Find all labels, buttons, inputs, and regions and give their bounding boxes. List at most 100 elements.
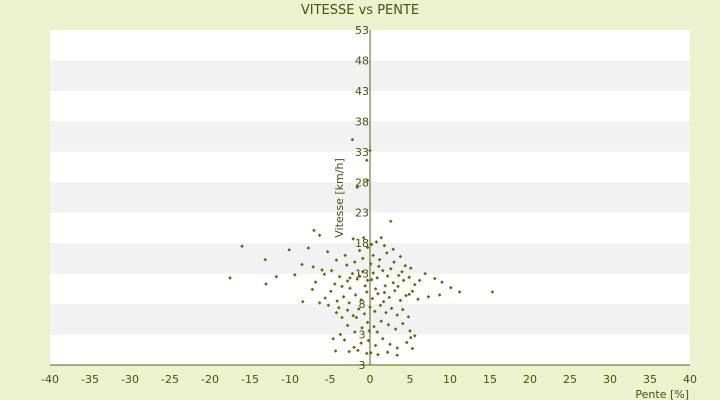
y-tick-label: 3 bbox=[359, 359, 366, 372]
data-point bbox=[343, 253, 347, 258]
data-point bbox=[331, 337, 335, 341]
data-point bbox=[326, 303, 331, 308]
data-point bbox=[365, 290, 369, 294]
y-tick-label: 3 bbox=[359, 329, 366, 342]
data-point bbox=[340, 284, 344, 289]
data-point bbox=[317, 233, 322, 238]
data-point bbox=[347, 349, 351, 354]
data-point bbox=[366, 338, 371, 343]
chart-title: VITESSE vs PENTE bbox=[301, 3, 419, 18]
data-point bbox=[388, 342, 392, 347]
data-point bbox=[369, 242, 374, 247]
data-point bbox=[449, 285, 453, 290]
data-point bbox=[347, 301, 351, 305]
data-point bbox=[337, 274, 342, 279]
data-point bbox=[359, 298, 363, 302]
data-point bbox=[342, 338, 347, 342]
data-point bbox=[398, 298, 403, 303]
data-point bbox=[365, 158, 369, 163]
y-tick-label: 28 bbox=[355, 176, 369, 189]
data-point bbox=[335, 299, 339, 303]
x-tick-label: 35 bbox=[643, 373, 657, 386]
data-point bbox=[306, 246, 311, 250]
y-tick-label: 33 bbox=[355, 146, 369, 159]
data-point bbox=[385, 350, 390, 355]
data-point bbox=[375, 276, 379, 280]
x-tick-label: -35 bbox=[81, 373, 99, 386]
data-point bbox=[416, 297, 420, 302]
data-point bbox=[391, 280, 395, 285]
data-point bbox=[337, 305, 341, 310]
x-tick-label: 10 bbox=[443, 373, 457, 386]
data-point bbox=[354, 315, 359, 320]
data-point bbox=[361, 235, 366, 240]
data-point bbox=[381, 337, 385, 341]
data-point bbox=[352, 345, 356, 350]
data-point bbox=[350, 137, 355, 142]
data-point bbox=[372, 324, 376, 329]
data-point bbox=[405, 340, 409, 345]
x-tick-label: -10 bbox=[281, 373, 299, 386]
data-point bbox=[389, 219, 393, 224]
data-point bbox=[386, 323, 391, 327]
data-point bbox=[370, 296, 375, 301]
data-point bbox=[373, 343, 378, 348]
x-tick-label: 25 bbox=[563, 373, 577, 386]
data-point bbox=[357, 274, 362, 278]
x-tick-label: -15 bbox=[241, 373, 259, 386]
data-point bbox=[398, 254, 403, 259]
y-tick-label: 13 bbox=[355, 268, 369, 281]
data-point bbox=[376, 352, 380, 357]
x-tick-label: -5 bbox=[325, 373, 336, 386]
data-point bbox=[384, 310, 388, 315]
data-point bbox=[410, 289, 415, 294]
data-point bbox=[334, 310, 339, 315]
x-tick-label: -30 bbox=[121, 373, 139, 386]
data-point bbox=[433, 276, 437, 281]
data-point bbox=[367, 329, 371, 333]
data-point bbox=[410, 346, 415, 351]
data-point bbox=[353, 260, 357, 264]
x-tick-label: -40 bbox=[41, 373, 59, 386]
data-point bbox=[440, 280, 444, 284]
data-point bbox=[490, 290, 495, 294]
data-point bbox=[348, 286, 352, 291]
y-tick-label: 23 bbox=[355, 207, 369, 220]
data-point bbox=[373, 309, 377, 314]
data-point bbox=[351, 313, 355, 318]
data-point bbox=[392, 260, 396, 264]
data-point bbox=[378, 303, 383, 308]
data-point bbox=[353, 293, 358, 297]
data-point bbox=[293, 273, 297, 277]
data-point bbox=[320, 268, 324, 272]
data-point bbox=[338, 332, 343, 337]
data-point bbox=[345, 263, 349, 267]
data-point bbox=[377, 264, 381, 269]
data-point bbox=[395, 346, 399, 350]
x-axis-label: Pente [%] bbox=[635, 388, 689, 400]
data-point bbox=[381, 299, 386, 304]
y-tick-label: 48 bbox=[355, 54, 369, 67]
data-point bbox=[368, 148, 372, 153]
data-point bbox=[379, 235, 383, 240]
data-point bbox=[350, 271, 355, 276]
x-tick-label: -20 bbox=[201, 373, 219, 386]
x-tick-label: 40 bbox=[683, 373, 697, 386]
data-point bbox=[369, 351, 373, 355]
data-point bbox=[263, 257, 267, 262]
y-tick-label: 38 bbox=[355, 115, 369, 128]
data-point bbox=[404, 293, 408, 298]
data-point bbox=[369, 262, 373, 266]
x-tick-label: 30 bbox=[603, 373, 617, 386]
data-point bbox=[413, 282, 417, 287]
data-point bbox=[341, 294, 346, 299]
y-tick-label: 8 bbox=[359, 298, 366, 311]
data-point bbox=[345, 323, 350, 328]
data-point bbox=[340, 315, 344, 320]
data-point bbox=[371, 253, 375, 258]
data-point bbox=[382, 290, 387, 295]
data-point bbox=[368, 305, 372, 309]
data-point bbox=[365, 278, 370, 283]
data-point bbox=[323, 296, 327, 300]
